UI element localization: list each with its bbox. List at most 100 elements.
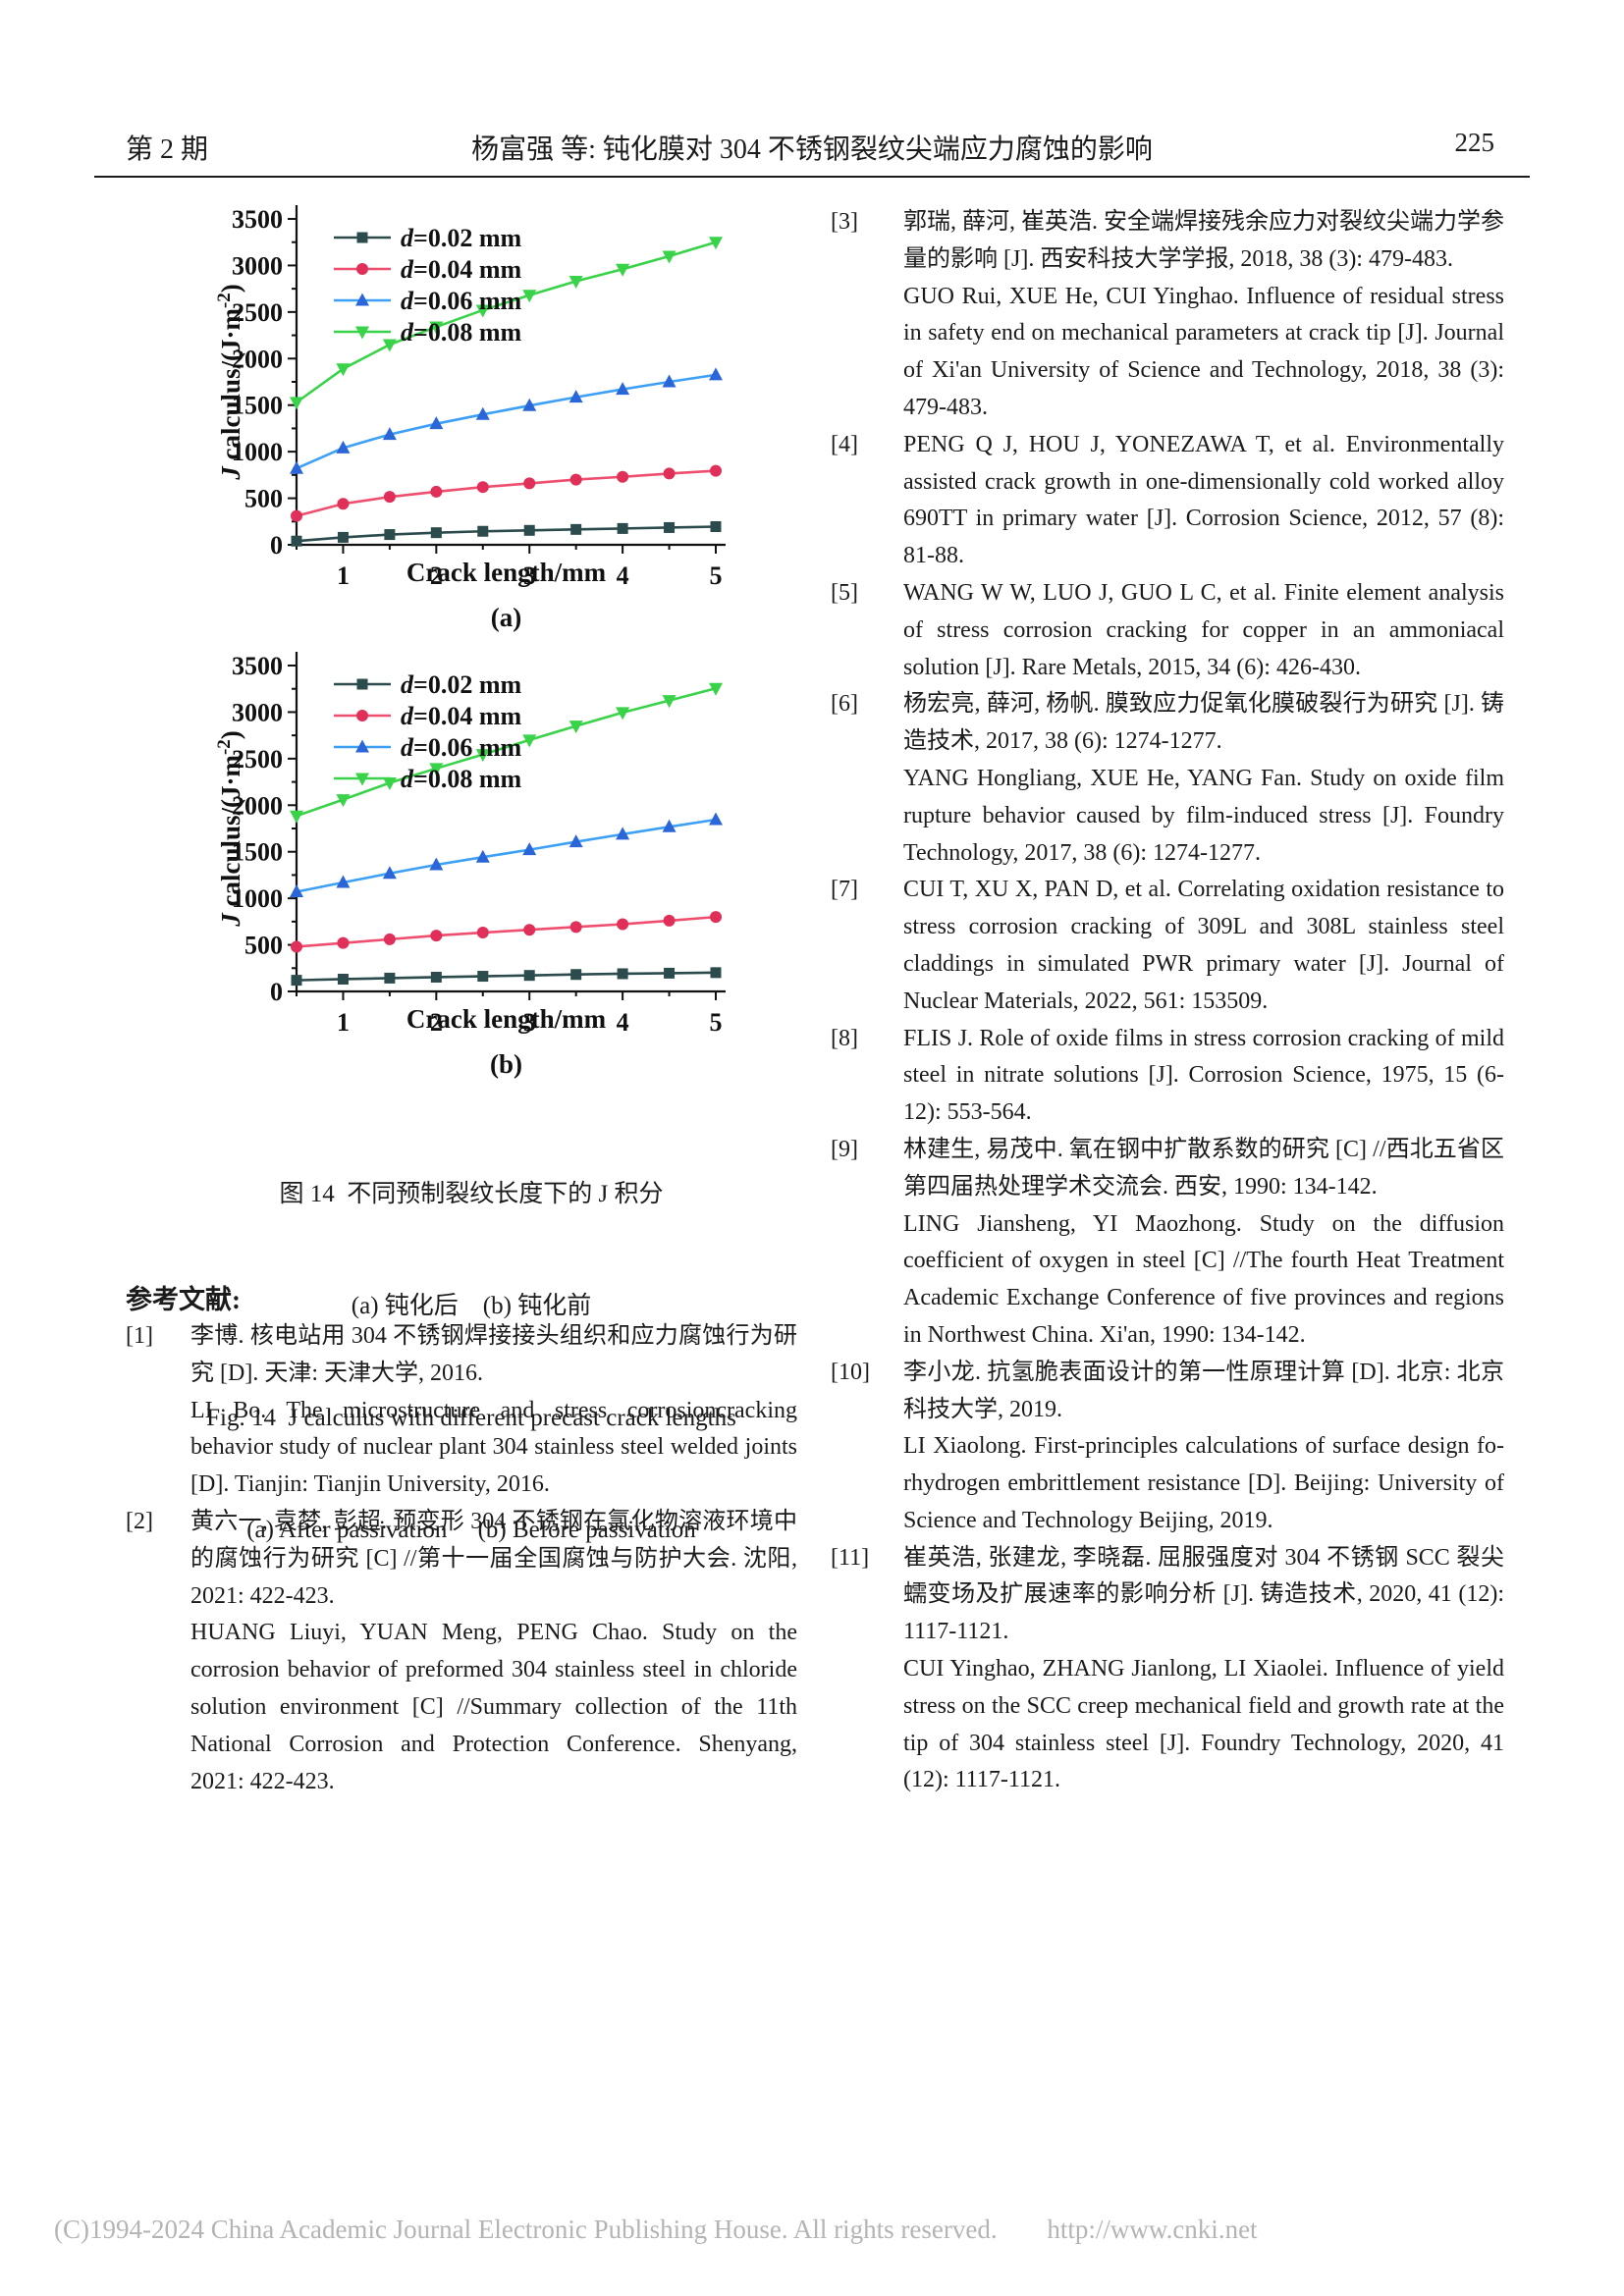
marker-circle — [430, 485, 443, 498]
footer-copyright: (C)1994-2024 China Academic Journal Elec… — [54, 2215, 998, 2244]
reference-text: 杨宏亮, 薛河, 杨帆. 膜致应力促氧化膜破裂行为研究 [J]. 铸造技术, 2… — [903, 691, 1504, 755]
marker-square — [477, 525, 489, 537]
marker-square — [664, 967, 676, 979]
reference-body: 林建生, 易茂中. 氧在钢中扩散系数的研究 [C] //西北五省区第四届热处理学… — [903, 1132, 1504, 1355]
reference-number: [2] — [126, 1508, 153, 1534]
reference-item: [1] 李博. 核电站用 304 不锈钢焊接接头组织和应力腐蚀行为研究 [D]. … — [126, 1318, 797, 1504]
marker-triangle-down — [429, 321, 444, 335]
references-heading: 参考文献: — [126, 1285, 241, 1314]
y-tick-label: 1500 — [232, 392, 283, 420]
marker-triangle-up — [382, 866, 397, 880]
legend-label: d=0.08 mm — [401, 765, 521, 793]
legend-label: d=0.06 mm — [401, 733, 521, 762]
x-tick-label: 3 — [523, 561, 536, 590]
reference-number: [3] — [831, 209, 858, 235]
marker-circle — [337, 936, 350, 949]
marker-square — [337, 973, 349, 985]
marker-square — [570, 969, 582, 981]
caption-en-sub: (a) After passivation (b) Before passiva… — [246, 1517, 696, 1543]
x-tick-label: 5 — [710, 1008, 723, 1037]
caption-zh-sub: (a) 钝化后 (b) 钝化前 — [351, 1293, 592, 1319]
reference-body: 李博. 核电站用 304 不锈钢焊接接头组织和应力腐蚀行为研究 [D]. 天津:… — [190, 1318, 797, 1504]
marker-triangle-up — [290, 460, 303, 474]
y-tick-label: 3500 — [232, 205, 283, 234]
marker-triangle-down — [475, 304, 490, 318]
legend-label: d=0.02 mm — [401, 670, 521, 699]
marker-triangle-down — [662, 250, 677, 264]
x-tick-label: 5 — [710, 561, 723, 590]
references-column-left: [1] 李博. 核电站用 304 不锈钢焊接接头组织和应力腐蚀行为研究 [D]. … — [126, 1318, 797, 1800]
x-tick-label: 1 — [337, 1008, 350, 1037]
marker-square — [617, 522, 628, 534]
legend-label: d=0.04 mm — [401, 702, 521, 730]
marker-circle — [383, 491, 396, 504]
marker-square — [356, 232, 368, 243]
marker-triangle-up — [616, 382, 630, 396]
x-tick-label: 2 — [430, 561, 443, 590]
y-tick-label: 2500 — [232, 745, 283, 774]
reference-number: [10] — [831, 1359, 870, 1385]
marker-circle — [569, 473, 582, 486]
reference-item: [11] 崔英浩, 张建龙, 李晓磊. 屈服强度对 304 不锈钢 SCC 裂尖蠕… — [831, 1540, 1504, 1800]
reference-body: FLIS J. Role of oxide films in stress co… — [903, 1021, 1504, 1132]
marker-triangle-up — [522, 842, 537, 856]
marker-square — [384, 972, 396, 984]
reference-text: LING Jiansheng, YI Maozhong. Study on th… — [903, 1210, 1504, 1348]
marker-square — [430, 971, 442, 983]
marker-square — [710, 967, 722, 979]
figure-caption: 图 14 不同预制裂纹长度下的 J 积分 (a) 钝化后 (b) 钝化前 Fig… — [137, 1101, 805, 1624]
marker-triangle-down — [475, 749, 490, 763]
marker-triangle-down — [568, 721, 583, 734]
marker-square — [664, 521, 676, 533]
reference-item: [4] PENG Q J, HOU J, YONEZAWA T, et al. E… — [831, 427, 1504, 575]
marker-square — [384, 529, 396, 541]
reference-number: [6] — [831, 691, 858, 718]
reference-body: WANG W W, LUO J, GUO L C, et al. Finite … — [903, 575, 1504, 686]
reference-number: [4] — [831, 431, 858, 457]
marker-circle — [663, 467, 676, 480]
marker-triangle-down — [616, 707, 630, 721]
y-tick-label: 2000 — [232, 345, 283, 373]
marker-circle — [476, 927, 489, 939]
reference-text: 李小龙. 抗氢脆表面设计的第一性原理计算 [D]. 北京: 北京科技大学, 20… — [903, 1359, 1504, 1422]
marker-triangle-up — [616, 827, 630, 840]
reference-body: CUI T, XU X, PAN D, et al. Correlating o… — [903, 872, 1504, 1020]
y-tick-label: 500 — [244, 485, 283, 513]
y-tick-label: 3500 — [232, 652, 283, 680]
reference-body: 黄六一, 袁梦, 彭超. 预变形 304 不锈钢在氯化物溶液环境中的腐蚀行为研究… — [190, 1504, 797, 1800]
marker-triangle-up — [475, 849, 490, 863]
marker-circle — [617, 470, 629, 483]
marker-triangle-down — [709, 682, 723, 696]
marker-square — [356, 678, 368, 690]
reference-body: PENG Q J, HOU J, YONEZAWA T, et al. Envi… — [903, 427, 1504, 575]
marker-triangle-down — [429, 763, 444, 776]
marker-circle — [710, 464, 722, 477]
marker-triangle-up — [382, 427, 397, 441]
page-footer: (C)1994-2024 China Academic Journal Elec… — [54, 2215, 1258, 2245]
reference-text: 黄六一, 袁梦, 彭超. 预变形 304 不锈钢在氯化物溶液环境中的腐蚀行为研究… — [190, 1508, 797, 1609]
legend-label: d=0.02 mm — [401, 224, 521, 252]
marker-circle — [569, 921, 582, 934]
header-issue: 第 2 期 — [126, 134, 209, 165]
x-tick-label: 4 — [617, 1008, 629, 1037]
series-line — [296, 818, 717, 893]
reference-number: [8] — [831, 1025, 858, 1051]
marker-triangle-down — [336, 794, 351, 808]
reference-text: FLIS J. Role of oxide films in stress co… — [903, 1025, 1504, 1126]
marker-triangle-down — [336, 363, 351, 377]
y-tick-label: 500 — [244, 932, 283, 960]
marker-triangle-down — [290, 810, 303, 824]
marker-circle — [476, 481, 489, 494]
marker-square — [523, 970, 535, 982]
x-axis-label: Crack length/mm — [406, 1004, 607, 1034]
marker-circle — [523, 477, 536, 490]
caption-en-title: Fig. 14 J calculus with different precas… — [206, 1405, 736, 1431]
reference-number: [7] — [831, 877, 858, 903]
marker-triangle-up — [709, 367, 723, 381]
reference-item: [7] CUI T, XU X, PAN D, et al. Correlatin… — [831, 872, 1504, 1020]
marker-triangle-up — [568, 390, 583, 403]
y-tick-label: 0 — [270, 978, 283, 1006]
y-axis-label: J calculus/(J·m-2) — [214, 284, 245, 481]
marker-triangle-up — [336, 440, 351, 454]
